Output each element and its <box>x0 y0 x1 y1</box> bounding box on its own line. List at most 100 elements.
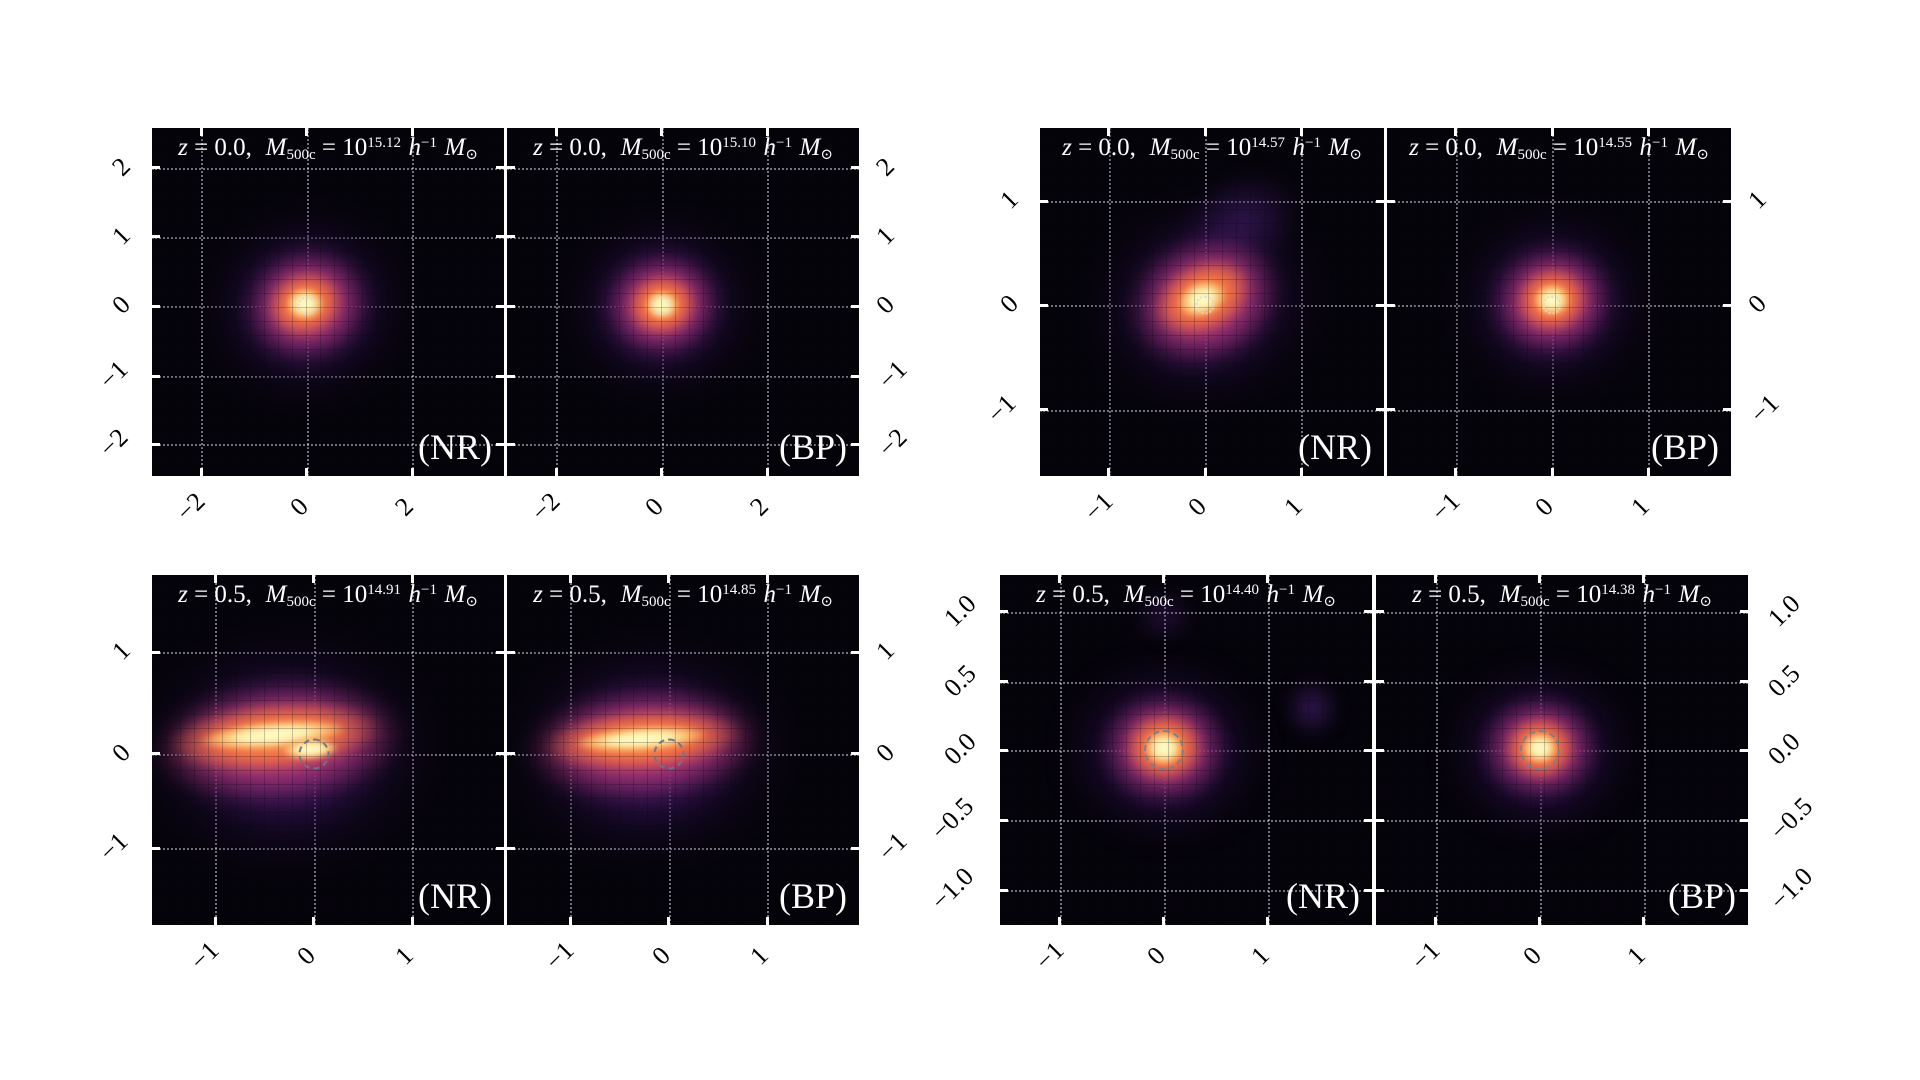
title-part: 0.5 <box>569 581 601 608</box>
title-part: , <box>1103 581 1117 608</box>
tick-mark <box>568 567 572 583</box>
tick-mark <box>1368 888 1384 892</box>
title-part: −1 <box>421 134 437 151</box>
title-part: −1 <box>776 134 792 151</box>
tick-mark <box>851 304 867 308</box>
tick-mark <box>1032 199 1048 203</box>
title-part: M <box>1678 581 1700 608</box>
title-part: z <box>1412 581 1422 608</box>
tick-mark <box>410 468 414 484</box>
tick-mark <box>1538 567 1542 583</box>
tick-mark <box>1642 917 1646 933</box>
tick-mark <box>851 166 867 170</box>
tick-mark <box>1740 680 1756 684</box>
title-part: ⊙ <box>1323 593 1336 610</box>
title-part: = <box>1421 581 1449 608</box>
tick-mark <box>1379 303 1395 307</box>
sim-type-label: (BP) <box>778 427 847 467</box>
x-tick-label: 0 <box>639 491 669 522</box>
title-part: z <box>178 134 188 161</box>
r500c-marker-circle <box>298 738 330 769</box>
title-part: −1 <box>1279 581 1295 598</box>
tick-mark <box>667 567 671 583</box>
x-tick-label: 0 <box>1529 491 1560 522</box>
tick-mark <box>499 304 515 308</box>
gridline-y <box>507 444 859 447</box>
panel-title: z = 0.0, M500c = 1014.55 h−1 M⊙ <box>1387 134 1731 164</box>
sim-type-label: (NR) <box>1286 876 1360 916</box>
title-part: M <box>444 581 466 608</box>
x-tick-label: 1 <box>1621 940 1651 971</box>
title-part: 500c <box>641 593 671 610</box>
tick-mark <box>1723 303 1739 307</box>
tick-mark <box>1107 468 1111 484</box>
title-part: 0.0 <box>214 134 246 161</box>
title-part: ⊙ <box>465 593 478 610</box>
tick-mark <box>1379 199 1395 203</box>
tick-mark <box>1299 468 1303 484</box>
title-part: = <box>187 581 215 608</box>
tick-mark <box>1266 567 1270 583</box>
gridline-y <box>1376 611 1748 614</box>
gridline-y <box>1387 201 1731 204</box>
y-tick-label: 1.0 <box>937 588 982 633</box>
title-part: −1 <box>776 581 792 598</box>
x-tick-label: 1 <box>1278 491 1309 522</box>
pixel-grid-overlay <box>1376 575 1748 925</box>
tick-mark <box>992 888 1008 892</box>
y-tick-label: 1 <box>1742 184 1772 215</box>
title-part: , <box>600 134 614 161</box>
tick-mark <box>144 166 160 170</box>
title-part: = <box>1546 134 1574 161</box>
x-tick-label: 1 <box>744 940 775 971</box>
panel-title: z = 0.5, M500c = 1014.85 h−1 M⊙ <box>507 581 859 611</box>
tick-mark <box>568 917 572 933</box>
r500c-marker-circle <box>1195 295 1215 315</box>
title-part: h <box>408 581 422 608</box>
title-part: ⊙ <box>1349 146 1362 163</box>
tick-mark <box>312 917 316 933</box>
tick-mark <box>1434 917 1438 933</box>
y-tick-label: 0 <box>994 289 1024 319</box>
density-map <box>507 575 859 925</box>
tick-mark <box>499 374 515 378</box>
x-tick-label: −1 <box>184 935 225 976</box>
y-tick-label: −1.0 <box>1764 861 1819 916</box>
tick-mark <box>1723 408 1739 412</box>
title-part: ⊙ <box>820 593 833 610</box>
y-tick-label: 0.0 <box>937 726 982 771</box>
title-part: 15.10 <box>722 134 757 151</box>
tick-mark <box>1550 120 1554 136</box>
title-part: 14.91 <box>367 581 402 598</box>
y-tick-label: 0.5 <box>937 658 982 703</box>
title-part: 500c <box>1170 146 1200 163</box>
tick-mark <box>1368 610 1384 614</box>
tick-mark <box>144 374 160 378</box>
title-part: 0.0 <box>1445 134 1477 161</box>
title-part: , <box>1129 134 1143 161</box>
y-tick-label: 1.0 <box>1762 588 1806 633</box>
title-part: ⊙ <box>820 146 833 163</box>
tick-mark <box>410 120 414 136</box>
title-part: , <box>1479 581 1493 608</box>
title-part: 10 <box>1226 134 1252 161</box>
x-tick-label: −1 <box>1425 486 1466 527</box>
tick-mark <box>1723 199 1739 203</box>
title-part: M <box>1499 581 1521 608</box>
tick-mark <box>1032 303 1048 307</box>
title-part: M <box>1496 134 1518 161</box>
title-part: , <box>245 134 259 161</box>
title-part: 0.0 <box>1098 134 1130 161</box>
panel-title: z = 0.0, M500c = 1015.12 h−1 M⊙ <box>152 134 504 164</box>
tick-mark <box>851 442 867 446</box>
sim-type-label: (NR) <box>418 876 492 916</box>
heatmap-panel: z = 0.5, M500c = 1014.40 h−1 M⊙ (NR) −1 0 … <box>925 567 1380 976</box>
tick-mark <box>667 917 671 933</box>
title-part: 500c <box>1520 593 1550 610</box>
x-tick-label: 0 <box>1140 940 1171 971</box>
title-part: = <box>1418 134 1446 161</box>
y-tick-label: 1 <box>106 220 136 251</box>
density-map <box>1000 575 1372 925</box>
title-part: ⊙ <box>465 146 478 163</box>
title-part: ⊙ <box>1699 593 1712 610</box>
